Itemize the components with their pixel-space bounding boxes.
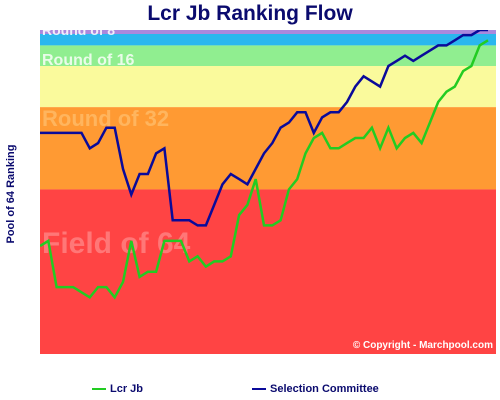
legend-swatch — [92, 388, 106, 391]
band-label-round-of-16: Round of 16 — [42, 52, 135, 69]
band-label-field-of-64: Field of 64 — [42, 227, 191, 260]
legend: Lcr Jb Selection Committee — [0, 383, 500, 397]
legend-label: Lcr Jb — [110, 383, 144, 395]
band-layer — [40, 30, 496, 354]
series-line-selection-committee — [40, 30, 488, 227]
band-round-of-8 — [40, 45, 496, 66]
legend-item-selection-committee: Selection Committee — [252, 383, 379, 395]
legend-swatch — [252, 388, 266, 391]
band-round-of-4 — [40, 34, 496, 46]
band-top-cap — [40, 30, 496, 34]
copyright-notice: © Copyright - Marchpool.com — [352, 340, 493, 351]
band-label-round-of-8: Round of 8 — [42, 30, 115, 38]
legend-item-lcr-jb: Lcr Jb — [92, 383, 143, 395]
band-field-of-64 — [40, 189, 496, 354]
legend-label: Selection Committee — [270, 383, 379, 395]
band-round-of-16 — [40, 66, 496, 108]
series-line-lcr-jb — [40, 39, 489, 300]
y-axis-label: Pool of 64 Ranking — [5, 144, 17, 244]
chart-title: Lcr Jb Ranking Flow — [147, 2, 353, 25]
series-layer — [40, 30, 489, 300]
